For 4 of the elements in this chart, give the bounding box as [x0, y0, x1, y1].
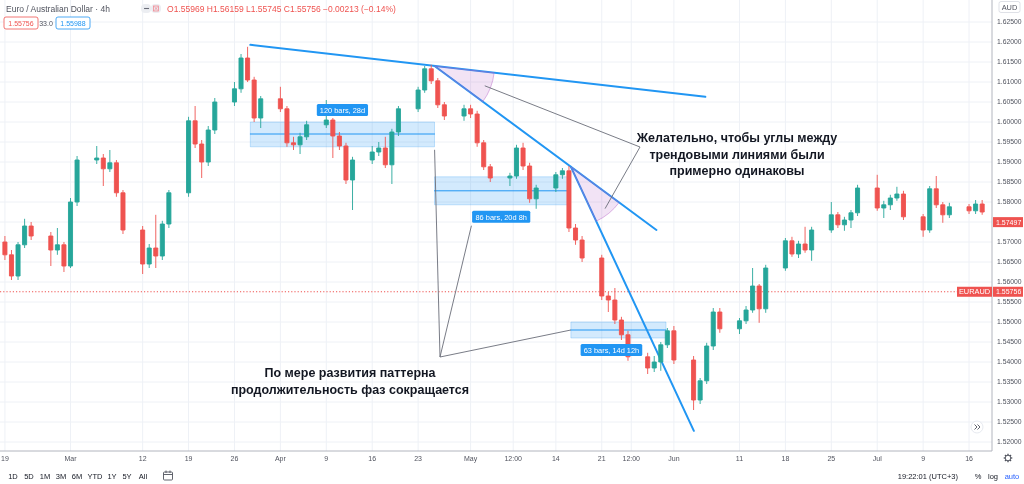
- annotation: По мере развития паттерна продолжительность фаз сокращается: [230, 366, 470, 397]
- text: Euro / Australian Dollar · 4h: [6, 3, 111, 14]
- annotation: Желательно, чтобы углы между трендовыми линиями были примерно одинаковы: [635, 131, 838, 178]
- text: O1.55969 H1.56159 L1.55745 C1.55756 −0.00213 (−0.14%): [167, 3, 396, 14]
